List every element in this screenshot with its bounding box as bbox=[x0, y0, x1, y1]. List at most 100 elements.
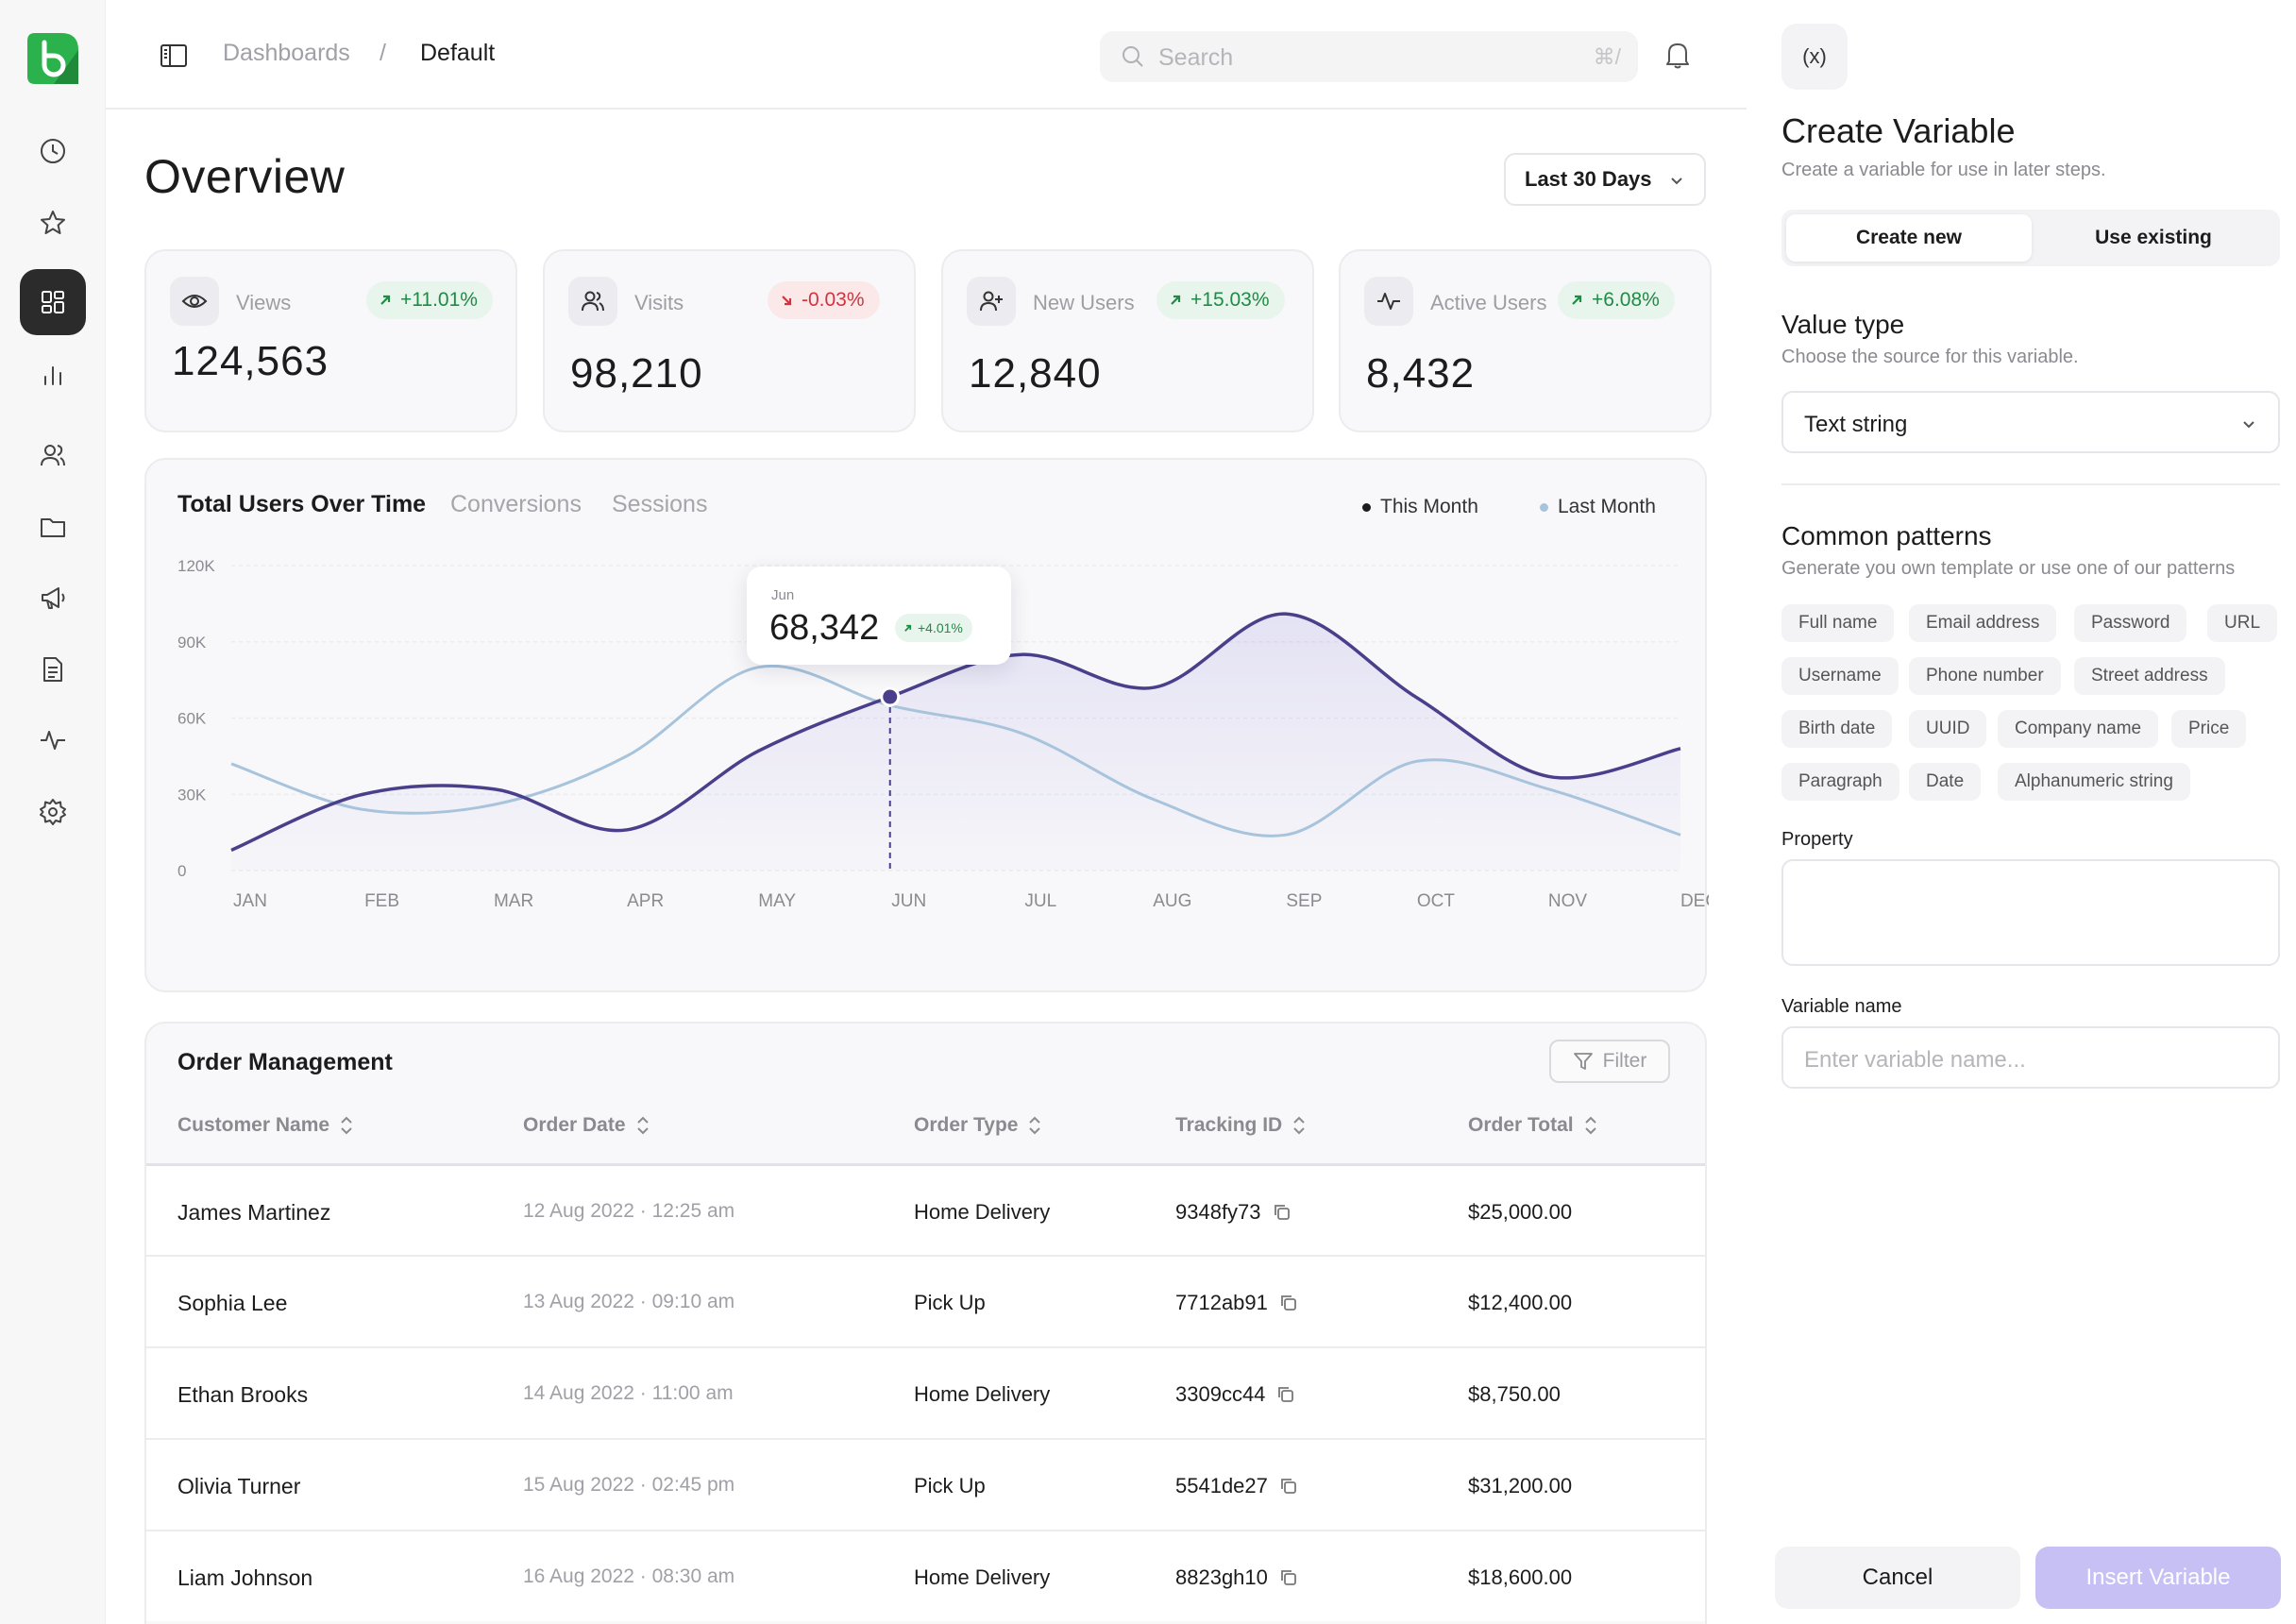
divider bbox=[1781, 483, 2280, 485]
pattern-chip[interactable]: Email address bbox=[1909, 604, 2057, 642]
x-tick-label: MAR bbox=[494, 891, 533, 911]
stat-card-new-users: New Users +15.03% 12,840 bbox=[941, 249, 1314, 432]
create-new-option[interactable]: Create new bbox=[1786, 214, 2032, 262]
value-type-select[interactable]: Text string bbox=[1781, 391, 2280, 453]
arrow-up-right-icon bbox=[904, 624, 912, 632]
trend-badge: +15.03% bbox=[1156, 281, 1285, 319]
column-header-date[interactable]: Order Date bbox=[523, 1114, 650, 1137]
sidebar-settings-icon[interactable] bbox=[20, 779, 86, 845]
sidebar-favorites-icon[interactable] bbox=[20, 190, 86, 256]
pattern-chip[interactable]: Username bbox=[1781, 657, 1899, 695]
legend-last-month: Last Month bbox=[1540, 496, 1656, 518]
create-mode-toggle: Create new Use existing bbox=[1781, 210, 2280, 266]
customer-name: Olivia Turner bbox=[177, 1474, 301, 1498]
insert-variable-button[interactable]: Insert Variable bbox=[2035, 1547, 2281, 1609]
filter-button[interactable]: Filter bbox=[1549, 1040, 1670, 1083]
copy-icon[interactable] bbox=[1276, 1385, 1295, 1404]
variable-name-label: Variable name bbox=[1781, 996, 1902, 1017]
x-tick-label: APR bbox=[627, 891, 664, 911]
panel-subtitle: Create a variable for use in later steps… bbox=[1781, 160, 2106, 180]
order-total: $18,600.00 bbox=[1468, 1565, 1573, 1589]
pattern-chip[interactable]: Street address bbox=[2074, 657, 2225, 695]
copy-icon[interactable] bbox=[1279, 1568, 1298, 1587]
column-header-tracking[interactable]: Tracking ID bbox=[1175, 1114, 1307, 1137]
sidebar-dashboard-icon[interactable] bbox=[20, 269, 86, 335]
column-header-customer[interactable]: Customer Name bbox=[177, 1114, 354, 1137]
column-label: Customer Name bbox=[177, 1114, 330, 1136]
customer-name: Ethan Brooks bbox=[177, 1382, 309, 1407]
tab-sessions[interactable]: Sessions bbox=[612, 491, 708, 517]
pattern-chip[interactable]: URL bbox=[2207, 604, 2278, 642]
tab-total-users[interactable]: Total Users Over Time bbox=[177, 491, 427, 517]
pattern-chip[interactable]: Date bbox=[1909, 763, 1982, 801]
orders-title: Order Management bbox=[177, 1049, 393, 1075]
customer-name: Liam Johnson bbox=[177, 1565, 313, 1590]
pattern-chip[interactable]: UUID bbox=[1909, 710, 1987, 748]
arrow-up-right-icon bbox=[1171, 295, 1181, 305]
property-label: Property bbox=[1781, 829, 1853, 850]
legend-dot bbox=[1540, 502, 1548, 512]
pattern-chip[interactable]: Full name bbox=[1781, 604, 1895, 642]
column-header-total[interactable]: Order Total bbox=[1468, 1114, 1598, 1137]
sidebar-campaigns-icon[interactable] bbox=[20, 565, 86, 631]
sidebar-activity-icon[interactable] bbox=[20, 707, 86, 773]
trend-value: -0.03% bbox=[802, 289, 865, 311]
pattern-chip[interactable]: Paragraph bbox=[1781, 763, 1899, 801]
sidebar-folder-icon[interactable] bbox=[20, 494, 86, 560]
table-row[interactable]: Ethan Brooks 14 Aug 2022 · 11:00 am Home… bbox=[146, 1346, 1705, 1438]
variable-icon: (x) bbox=[1802, 44, 1827, 68]
copy-icon[interactable] bbox=[1273, 1203, 1292, 1222]
pattern-chip[interactable]: Phone number bbox=[1909, 657, 2061, 695]
date-range-dropdown[interactable]: Last 30 Days bbox=[1504, 153, 1706, 206]
chevron-down-icon bbox=[2243, 421, 2254, 429]
sidebar-users-icon[interactable] bbox=[20, 422, 86, 488]
search-placeholder: Search bbox=[1158, 44, 1234, 71]
table-row[interactable]: Sophia Lee 13 Aug 2022 · 09:10 am Pick U… bbox=[146, 1255, 1705, 1346]
tracking-value: 8823gh10 bbox=[1175, 1565, 1268, 1589]
notifications-bell-icon[interactable] bbox=[1662, 39, 1694, 71]
tracking-value: 7712ab91 bbox=[1175, 1291, 1268, 1314]
stat-value: 12,840 bbox=[969, 350, 1102, 397]
cancel-button[interactable]: Cancel bbox=[1775, 1547, 2020, 1609]
sidebar-toggle-icon[interactable] bbox=[159, 41, 189, 71]
close-variable-button[interactable]: (x) bbox=[1781, 24, 1848, 90]
sidebar-analytics-icon[interactable] bbox=[20, 342, 86, 408]
table-row[interactable]: Olivia Turner 15 Aug 2022 · 02:45 pm Pic… bbox=[146, 1438, 1705, 1530]
pattern-chip[interactable]: Price bbox=[2171, 710, 2247, 748]
sidebar-documents-icon[interactable] bbox=[20, 636, 86, 702]
search-input[interactable]: Search ⌘/ bbox=[1100, 31, 1638, 82]
x-tick-label: DEC bbox=[1680, 891, 1709, 911]
table-row[interactable]: Liam Johnson 16 Aug 2022 · 08:30 am Home… bbox=[146, 1530, 1705, 1621]
tracking-value: 9348fy73 bbox=[1175, 1200, 1261, 1224]
tracking-id: 3309cc44 bbox=[1175, 1382, 1295, 1407]
table-row[interactable]: James Martinez 12 Aug 2022 · 12:25 am Ho… bbox=[146, 1163, 1705, 1255]
stat-label: Active Users bbox=[1430, 291, 1547, 314]
users-chart-card: Total Users Over Time Conversions Sessio… bbox=[144, 458, 1709, 992]
order-type: Pick Up bbox=[914, 1474, 986, 1497]
variable-name-input[interactable]: Enter variable name... bbox=[1781, 1026, 2280, 1089]
chart-tooltip: Jun 68,342 +4.01% bbox=[747, 567, 1011, 665]
tracking-id: 9348fy73 bbox=[1175, 1200, 1292, 1225]
copy-icon[interactable] bbox=[1279, 1477, 1298, 1496]
pattern-chip[interactable]: Company name bbox=[1998, 710, 2159, 748]
legend-label: Last Month bbox=[1558, 496, 1656, 517]
use-existing-option[interactable]: Use existing bbox=[2095, 227, 2212, 248]
tab-conversions[interactable]: Conversions bbox=[450, 491, 582, 517]
column-label: Order Total bbox=[1468, 1114, 1574, 1136]
order-total: $31,200.00 bbox=[1468, 1474, 1573, 1497]
pattern-chip[interactable]: Alphanumeric string bbox=[1998, 763, 2190, 801]
pattern-chip[interactable]: Password bbox=[2074, 604, 2187, 642]
y-tick-label: 0 bbox=[177, 862, 186, 880]
copy-icon[interactable] bbox=[1279, 1294, 1298, 1312]
column-header-type[interactable]: Order Type bbox=[914, 1114, 1042, 1137]
property-textarea[interactable] bbox=[1781, 859, 2280, 966]
line-chart: 0 30K 60K 90K 120K JAN FEB MAR APR MAY JUN JUL AUG SE… bbox=[177, 557, 1709, 911]
filter-label: Filter bbox=[1602, 1050, 1647, 1072]
sidebar-history-icon[interactable] bbox=[20, 118, 86, 184]
pattern-chip[interactable]: Birth date bbox=[1781, 710, 1893, 748]
breadcrumb-dashboards[interactable]: Dashboards bbox=[223, 40, 350, 66]
column-label: Tracking ID bbox=[1175, 1114, 1283, 1136]
app-logo[interactable] bbox=[25, 31, 80, 86]
x-tick-label: AUG bbox=[1153, 891, 1191, 911]
stat-card-active-users: Active Users +6.08% 8,432 bbox=[1339, 249, 1712, 432]
